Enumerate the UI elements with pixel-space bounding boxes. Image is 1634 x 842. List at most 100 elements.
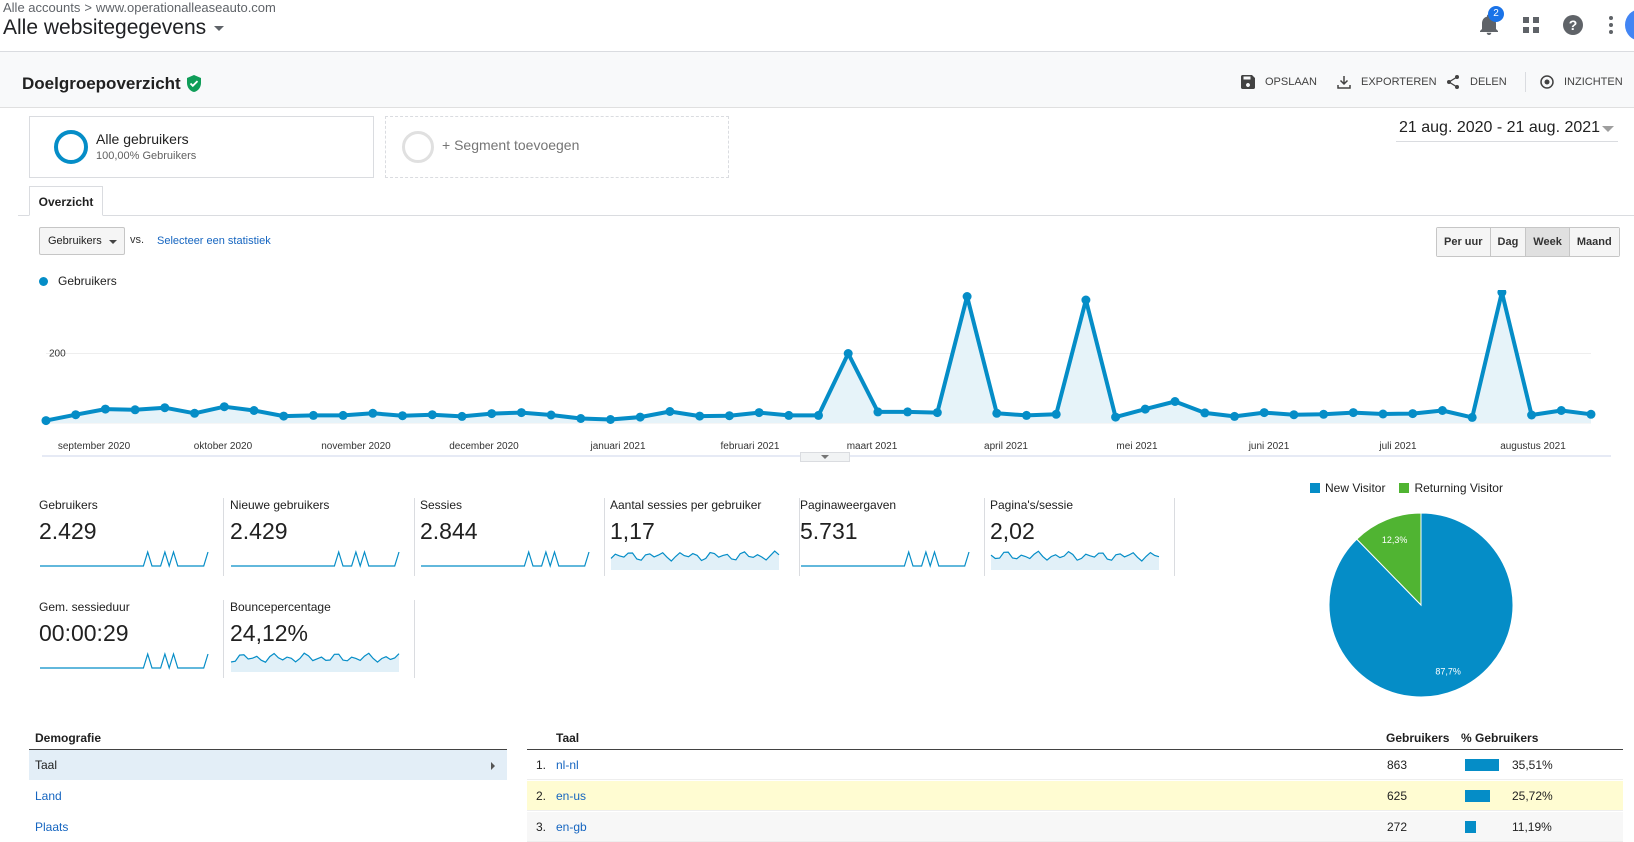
col-users[interactable]: Gebruikers bbox=[1386, 731, 1450, 745]
data-point[interactable] bbox=[932, 408, 942, 418]
legend-returning-visitor[interactable]: Returning Visitor bbox=[1399, 481, 1503, 495]
data-point[interactable] bbox=[398, 411, 407, 421]
data-point[interactable] bbox=[219, 402, 229, 412]
data-point[interactable] bbox=[1586, 409, 1596, 419]
metric-tile[interactable]: Paginaweergaven 5.731 bbox=[800, 498, 985, 576]
data-point[interactable] bbox=[1289, 410, 1299, 420]
data-point[interactable] bbox=[1408, 409, 1418, 419]
data-point[interactable] bbox=[962, 292, 972, 301]
data-point[interactable] bbox=[1319, 409, 1329, 419]
data-point[interactable] bbox=[457, 411, 467, 421]
data-point[interactable] bbox=[784, 410, 794, 420]
data-point[interactable] bbox=[1259, 408, 1269, 418]
breadcrumb-separator: > bbox=[84, 0, 92, 15]
data-point[interactable] bbox=[1378, 409, 1388, 419]
metric-tile[interactable]: Gebruikers 2.429 bbox=[39, 498, 224, 576]
select-statistic-link[interactable]: Selecteer een statistiek bbox=[157, 235, 271, 247]
export-button[interactable]: EXPORTEREN bbox=[1336, 70, 1437, 94]
data-point[interactable] bbox=[308, 410, 318, 420]
demographics-item-country[interactable]: Land bbox=[35, 789, 62, 803]
demographics-item-city[interactable]: Plaats bbox=[35, 820, 69, 834]
data-point[interactable] bbox=[368, 408, 378, 418]
row-pct: 25,72% bbox=[1512, 789, 1553, 803]
data-point[interactable] bbox=[338, 410, 348, 420]
data-point[interactable] bbox=[100, 404, 110, 414]
data-point[interactable] bbox=[487, 409, 497, 419]
view-selector[interactable]: Alle websitegegevens bbox=[3, 16, 225, 40]
pie-slice-returning-visitor[interactable] bbox=[1356, 512, 1422, 607]
granularity-hour-button[interactable]: Per uur bbox=[1437, 228, 1491, 256]
data-point[interactable] bbox=[1497, 290, 1507, 297]
metric-tile[interactable]: Gem. sessieduur 00:00:29 bbox=[39, 600, 224, 678]
insights-button[interactable]: INZICHTEN bbox=[1539, 70, 1623, 94]
data-point[interactable] bbox=[873, 407, 883, 417]
data-point[interactable] bbox=[1527, 410, 1537, 420]
date-range-picker[interactable]: 21 aug. 2020 - 21 aug. 2021 bbox=[1396, 116, 1618, 142]
add-segment-button[interactable]: + Segment toevoegen bbox=[385, 116, 729, 178]
data-point[interactable] bbox=[427, 410, 437, 420]
granularity-week-button[interactable]: Week bbox=[1526, 228, 1570, 256]
segment-all-users[interactable]: Alle gebruikers 100,00% Gebruikers bbox=[29, 116, 374, 178]
data-point[interactable] bbox=[1467, 412, 1477, 422]
legend-new-visitor[interactable]: New Visitor bbox=[1310, 481, 1385, 495]
data-point[interactable] bbox=[71, 410, 81, 420]
data-point[interactable] bbox=[1140, 404, 1150, 414]
more-vert-icon[interactable] bbox=[1594, 8, 1628, 42]
data-point[interactable] bbox=[1022, 410, 1031, 420]
data-point[interactable] bbox=[130, 405, 140, 415]
metric-tile[interactable]: Pagina's/sessie 2,02 bbox=[990, 498, 1175, 576]
chart-collapse-handle[interactable] bbox=[800, 452, 850, 462]
data-point[interactable] bbox=[1111, 412, 1121, 422]
metric-tile[interactable]: Nieuwe gebruikers 2.429 bbox=[230, 498, 415, 576]
data-point[interactable] bbox=[1081, 295, 1091, 305]
data-point[interactable] bbox=[1170, 397, 1180, 406]
save-button[interactable]: OPSLAAN bbox=[1240, 70, 1317, 94]
language-link[interactable]: en-us bbox=[556, 789, 587, 803]
granularity-day-button[interactable]: Dag bbox=[1490, 228, 1527, 256]
data-point[interactable] bbox=[190, 408, 200, 418]
data-point[interactable] bbox=[1230, 411, 1239, 421]
tab-overview[interactable]: Overzicht bbox=[29, 186, 103, 216]
granularity-month-button[interactable]: Maand bbox=[1569, 228, 1619, 256]
data-point[interactable] bbox=[665, 407, 675, 416]
data-point[interactable] bbox=[249, 406, 259, 415]
metric-dropdown[interactable]: Gebruikers bbox=[39, 227, 125, 255]
metric-tile[interactable]: Sessies 2.844 bbox=[420, 498, 605, 576]
data-point[interactable] bbox=[606, 415, 615, 424]
metric-label: Aantal sessies per gebruiker bbox=[610, 498, 762, 512]
data-point[interactable] bbox=[279, 411, 289, 421]
data-point[interactable] bbox=[635, 412, 645, 422]
data-point[interactable] bbox=[1200, 408, 1210, 418]
data-point[interactable] bbox=[843, 349, 853, 358]
share-button[interactable]: DELEN bbox=[1445, 70, 1507, 94]
metric-tile[interactable]: Bouncepercentage 24,12% bbox=[230, 600, 415, 678]
breadcrumb-property[interactable]: www.operationalleaseauto.com bbox=[95, 0, 276, 15]
data-point[interactable] bbox=[1556, 406, 1566, 415]
demographics-item-language[interactable]: Taal bbox=[29, 750, 507, 780]
data-point[interactable] bbox=[1348, 408, 1358, 418]
data-point[interactable] bbox=[814, 410, 823, 420]
apps-grid-icon[interactable] bbox=[1514, 8, 1548, 42]
data-point[interactable] bbox=[724, 411, 734, 421]
account-avatar-icon[interactable] bbox=[1624, 8, 1634, 42]
breadcrumb-account[interactable]: Alle accounts bbox=[3, 0, 81, 15]
data-point[interactable] bbox=[516, 408, 526, 418]
data-point[interactable] bbox=[41, 416, 51, 426]
data-point[interactable] bbox=[160, 403, 170, 413]
data-point[interactable] bbox=[754, 408, 764, 418]
data-point[interactable] bbox=[1051, 409, 1061, 419]
data-point[interactable] bbox=[576, 414, 586, 423]
data-point[interactable] bbox=[992, 408, 1002, 418]
data-point[interactable] bbox=[695, 411, 705, 421]
language-link[interactable]: en-gb bbox=[556, 820, 587, 834]
row-pct: 11,19% bbox=[1512, 820, 1552, 834]
metric-tile[interactable]: Aantal sessies per gebruiker 1,17 bbox=[610, 498, 800, 576]
data-point[interactable] bbox=[903, 407, 913, 417]
bell-icon[interactable]: 2 bbox=[1472, 6, 1506, 42]
data-point[interactable] bbox=[1437, 406, 1447, 415]
segment-ring-icon bbox=[54, 130, 88, 164]
data-point[interactable] bbox=[546, 410, 556, 420]
help-icon[interactable]: ? bbox=[1556, 8, 1590, 42]
segment-sublabel: 100,00% Gebruikers bbox=[96, 150, 197, 162]
language-link[interactable]: nl-nl bbox=[556, 758, 579, 772]
